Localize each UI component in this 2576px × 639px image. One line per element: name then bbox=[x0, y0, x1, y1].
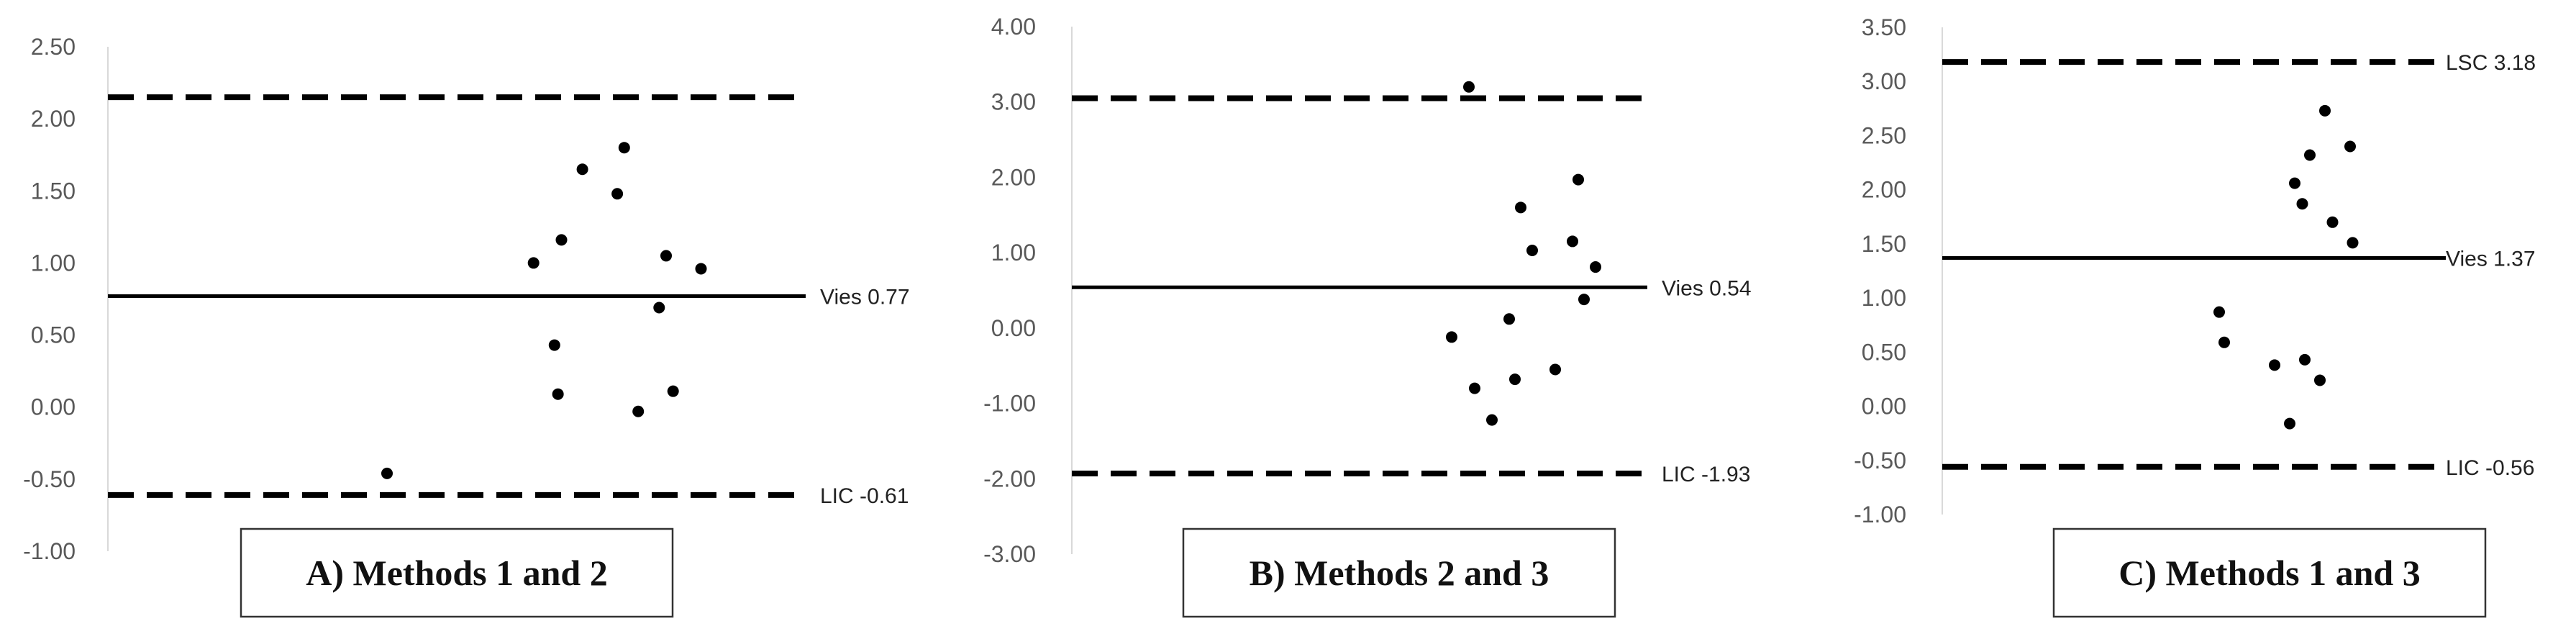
data-point bbox=[548, 339, 560, 351]
y-tick-label: -3.00 bbox=[983, 541, 1036, 567]
data-point bbox=[2304, 149, 2316, 161]
panel-caption: A) Methods 1 and 2 bbox=[306, 553, 607, 593]
y-tick-label: 3.00 bbox=[991, 89, 1036, 115]
data-point bbox=[2326, 216, 2339, 228]
y-tick-label: 0.50 bbox=[1862, 339, 1906, 365]
y-tick-label: 1.00 bbox=[31, 250, 76, 276]
y-tick-label: -0.50 bbox=[1854, 448, 1906, 473]
bias-line-label: Vies 0.77 bbox=[820, 285, 910, 309]
data-point bbox=[555, 234, 568, 246]
caption-box bbox=[1182, 527, 1616, 618]
lower-line-label: LIC -0.56 bbox=[2446, 456, 2534, 480]
lower-line-label: LIC -1.93 bbox=[1662, 463, 1750, 486]
data-point bbox=[1469, 382, 1480, 394]
data-point bbox=[1573, 173, 1584, 186]
y-tick-label: 2.00 bbox=[991, 164, 1036, 190]
chart-panel: 3.50 3.00 2.50 2.00 1.50 1.00 0.50 0.00 -0.50 -1.… bbox=[1854, 14, 2536, 618]
data-point bbox=[660, 250, 672, 262]
data-point bbox=[2269, 359, 2280, 371]
data-point bbox=[1503, 313, 1515, 325]
y-tick-label: 0.50 bbox=[31, 322, 76, 348]
data-point bbox=[576, 163, 588, 176]
chart-panel: 4.00 3.00 2.00 1.00 0.00 -1.00 -2.00 -3.00 Vies … bbox=[983, 14, 1752, 618]
y-tick-label: 2.00 bbox=[1862, 177, 1906, 203]
panel-caption: B) Methods 2 and 3 bbox=[1250, 553, 1549, 593]
data-point bbox=[2289, 177, 2300, 189]
y-tick-label: 1.00 bbox=[991, 240, 1036, 266]
y-tick-label: 3.50 bbox=[1862, 14, 1906, 40]
data-point bbox=[1463, 81, 1475, 93]
y-tick-label: 1.50 bbox=[1862, 231, 1906, 257]
data-point bbox=[2314, 374, 2326, 386]
data-point bbox=[2284, 417, 2295, 430]
data-point bbox=[1578, 294, 1590, 306]
data-point bbox=[2213, 306, 2225, 318]
caption-box bbox=[240, 527, 674, 618]
data-point bbox=[2344, 140, 2356, 153]
data-point bbox=[2218, 336, 2230, 348]
y-tick-label: -2.00 bbox=[983, 466, 1036, 491]
data-point bbox=[1567, 235, 1578, 248]
data-point bbox=[2347, 237, 2359, 249]
data-point bbox=[1526, 245, 1538, 257]
data-point bbox=[1509, 373, 1521, 386]
y-tick-label: 2.00 bbox=[31, 106, 76, 132]
data-point bbox=[381, 467, 393, 479]
y-tick-label: 2.50 bbox=[31, 34, 76, 60]
data-point bbox=[527, 257, 540, 269]
data-point bbox=[632, 405, 645, 417]
y-tick-label: -0.50 bbox=[23, 466, 76, 492]
y-tick-label: 0.00 bbox=[31, 394, 76, 420]
panel-caption: C) Methods 1 and 3 bbox=[2118, 553, 2420, 593]
y-tick-label: -1.00 bbox=[1854, 502, 1906, 527]
data-point bbox=[2319, 104, 2331, 117]
y-tick-label: 2.50 bbox=[1862, 122, 1906, 148]
y-tick-label: -1.00 bbox=[23, 538, 76, 564]
data-point bbox=[1590, 261, 1601, 273]
data-point bbox=[695, 263, 707, 275]
data-point bbox=[1486, 414, 1498, 426]
caption-box bbox=[2052, 527, 2487, 618]
bias-line-label: Vies 1.37 bbox=[2446, 247, 2536, 271]
y-tick-label: 1.00 bbox=[1862, 285, 1906, 311]
y-tick-label: 0.00 bbox=[991, 315, 1036, 341]
data-point bbox=[1446, 331, 1457, 343]
data-point bbox=[611, 188, 624, 200]
data-point bbox=[2299, 353, 2311, 366]
data-point bbox=[1515, 201, 1526, 214]
bias-line-label: Vies 0.54 bbox=[1662, 276, 1752, 300]
y-tick-label: 1.50 bbox=[31, 178, 76, 204]
y-tick-label: 4.00 bbox=[991, 14, 1036, 40]
data-point bbox=[1549, 363, 1561, 376]
lower-line-label: LIC -0.61 bbox=[820, 484, 909, 508]
upper-line-label: LSC 3.18 bbox=[2446, 51, 2536, 75]
y-tick-label: -1.00 bbox=[983, 391, 1036, 417]
y-tick-label: 3.00 bbox=[1862, 68, 1906, 94]
data-point bbox=[653, 302, 665, 314]
data-point bbox=[667, 385, 679, 397]
data-point bbox=[2296, 198, 2308, 210]
y-tick-label: 0.00 bbox=[1862, 394, 1906, 420]
data-point bbox=[552, 388, 564, 400]
chart-panel: 2.50 2.00 1.50 1.00 0.50 0.00 -0.50 -1.00 Vies 0… bbox=[23, 34, 910, 618]
data-point bbox=[618, 142, 630, 154]
